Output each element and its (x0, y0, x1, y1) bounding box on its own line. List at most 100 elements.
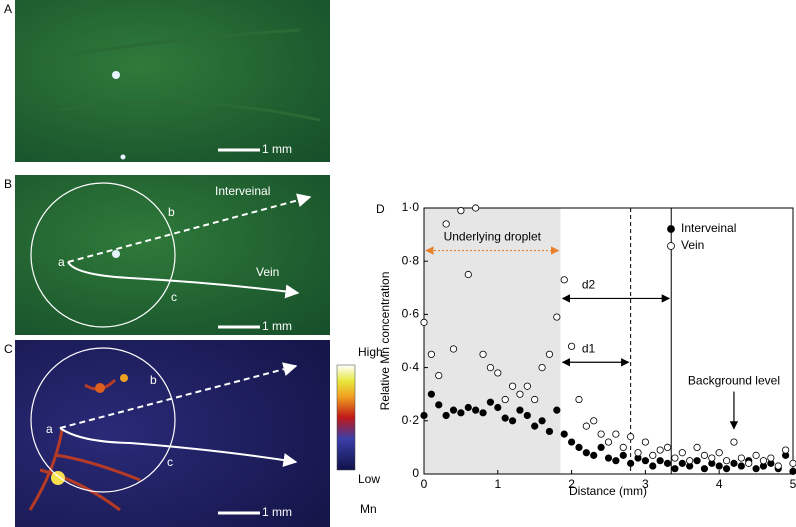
data-point (523, 382, 531, 390)
data-point (604, 438, 613, 446)
data-point (715, 462, 723, 470)
y-tick-label: 0·4 (402, 360, 420, 374)
data-point (523, 411, 531, 420)
x-tick-label: 0 (421, 477, 428, 491)
data-point (782, 446, 790, 454)
data-point (420, 411, 428, 420)
data-point (538, 417, 546, 425)
element-label: Mn (360, 502, 377, 516)
plot-frame (423, 207, 794, 475)
data-point (752, 451, 760, 459)
y-tick-label: 0·8 (402, 253, 420, 267)
y-tick-label: 0·2 (402, 413, 420, 427)
y-tick-label: 0 (412, 466, 419, 480)
data-point (656, 446, 664, 454)
annotation-label: d1 (582, 341, 596, 355)
data-point (693, 443, 701, 451)
annotation-label: Underlying droplet (444, 230, 542, 244)
data-point (752, 465, 760, 473)
panel-label: C (4, 342, 13, 356)
data-point (649, 462, 657, 470)
data-point (582, 422, 590, 430)
data-point (442, 220, 450, 228)
data-point (730, 438, 738, 446)
leaf-vein (39, 28, 321, 122)
data-point (560, 276, 568, 284)
droplet (112, 71, 120, 79)
panel-label: B (4, 177, 12, 191)
data-point (560, 430, 568, 438)
x-axis-label: Distance (mm) (569, 484, 647, 498)
data-point (449, 345, 458, 353)
leaf-image (15, 175, 330, 335)
data-point (604, 454, 613, 462)
region-circle (30, 182, 176, 328)
annotation-label: d2 (582, 278, 596, 292)
interveinal-arrow (67, 193, 312, 263)
data-point (567, 342, 576, 350)
data-point (582, 449, 590, 457)
data-point (612, 430, 620, 438)
data-point (693, 457, 701, 465)
legend-marker (667, 225, 675, 233)
point-label: c (167, 455, 173, 469)
data-point (553, 313, 561, 321)
data-point (737, 462, 745, 470)
point-label: b (150, 373, 157, 387)
data-point (715, 449, 723, 457)
data-point (686, 457, 694, 465)
data-point (501, 414, 509, 422)
data-point (457, 207, 465, 215)
data-point (700, 451, 709, 459)
data-point (656, 457, 664, 465)
data-point (545, 427, 554, 436)
data-point (508, 417, 517, 425)
data-point (722, 457, 731, 465)
data-point (759, 457, 768, 465)
interveinal-arrow (59, 362, 298, 429)
data-point (435, 401, 443, 409)
data-point (590, 451, 598, 459)
data-point (494, 369, 502, 377)
panel-c: C a b c 1 mm High Low Mn (4, 340, 383, 527)
mn-hotspot (51, 471, 65, 485)
leaf-image (15, 0, 330, 162)
x-tick-label: 3 (642, 477, 649, 491)
data-point (649, 451, 657, 459)
data-point (531, 395, 539, 404)
panel-b: B a b c Interveinal Vein 1 mm (4, 175, 330, 335)
y-tick-label: 1·0 (402, 200, 420, 214)
scale-label: 1 mm (262, 142, 292, 156)
data-point (597, 443, 605, 451)
data-point (730, 459, 738, 467)
data-point (612, 457, 620, 465)
data-point (501, 395, 509, 404)
mn-hotspot (120, 374, 128, 382)
data-point (464, 270, 472, 279)
data-point (745, 459, 753, 467)
data-point (479, 409, 487, 417)
data-point (767, 454, 775, 462)
data-point (641, 438, 650, 446)
data-point (627, 433, 635, 441)
data-point (737, 454, 745, 462)
data-point (479, 350, 487, 358)
scale-label: 1 mm (262, 505, 292, 519)
data-point (575, 443, 583, 451)
panel-label: A (4, 2, 12, 16)
colorbar (336, 364, 356, 471)
droplet (120, 154, 126, 160)
x-tick-label: 4 (716, 477, 723, 491)
data-point (420, 318, 428, 326)
data-point (494, 403, 502, 412)
data-point (553, 406, 561, 414)
data-point (663, 459, 672, 467)
shaded-region (424, 208, 561, 474)
data-point (449, 406, 458, 414)
data-point (538, 363, 546, 372)
data-point (486, 363, 495, 372)
vein-arrow (67, 261, 300, 299)
point-label: a (46, 422, 53, 436)
arrow-label: Interveinal (215, 184, 270, 198)
